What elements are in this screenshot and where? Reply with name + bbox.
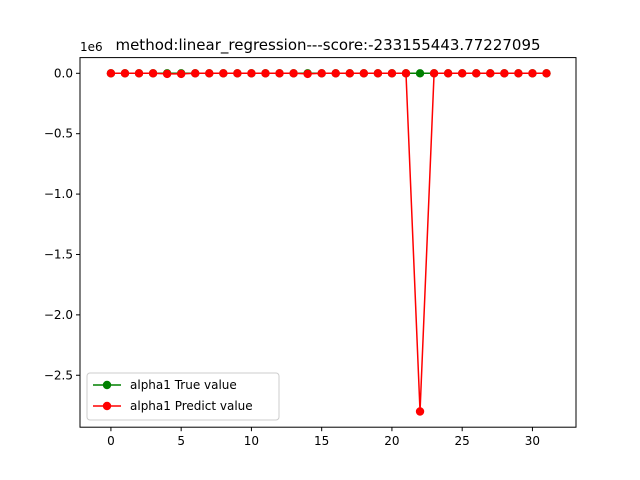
x-tick-label: 20 bbox=[384, 434, 399, 448]
data-point bbox=[472, 69, 481, 78]
series-line bbox=[110, 72, 547, 412]
y-tick-label: −2.5 bbox=[44, 368, 73, 382]
data-point bbox=[331, 69, 340, 78]
data-point bbox=[247, 69, 256, 78]
y-tick-label: −1.5 bbox=[44, 247, 73, 261]
legend-label: alpha1 True value bbox=[130, 378, 237, 392]
data-point bbox=[106, 69, 116, 78]
legend-box bbox=[86, 372, 280, 421]
x-tick-label: 10 bbox=[244, 434, 259, 448]
data-point bbox=[359, 69, 369, 78]
x-tick-label: 30 bbox=[525, 434, 540, 448]
data-point bbox=[261, 69, 270, 78]
data-point bbox=[401, 69, 411, 78]
data-point bbox=[528, 69, 537, 78]
data-point bbox=[148, 69, 158, 78]
data-point bbox=[457, 69, 467, 78]
data-point bbox=[500, 69, 509, 78]
data-point bbox=[191, 69, 200, 78]
data-point bbox=[345, 69, 354, 78]
data-point bbox=[542, 69, 551, 78]
data-point bbox=[289, 69, 298, 78]
series-predict-value bbox=[106, 69, 551, 416]
data-point bbox=[317, 69, 326, 78]
data-point bbox=[486, 69, 495, 78]
data-point bbox=[205, 69, 214, 78]
y-tick-label: −2.0 bbox=[44, 308, 73, 322]
x-tick-label: 15 bbox=[314, 434, 329, 448]
x-axis-ticks: 0 5 10 15 20 25 30 bbox=[107, 427, 540, 448]
legend-entry: alpha1 True value bbox=[93, 378, 237, 392]
data-point bbox=[429, 69, 439, 78]
data-point bbox=[415, 407, 425, 416]
y-tick-label: −1.0 bbox=[44, 187, 73, 201]
y-axis-ticks: 0.0 −0.5 −1.0 −1.5 −2.0 −2.5 bbox=[44, 66, 80, 382]
legend-label: alpha1 Predict value bbox=[130, 399, 253, 413]
data-point bbox=[514, 69, 523, 78]
data-point bbox=[443, 69, 453, 78]
data-point bbox=[162, 69, 172, 79]
data-point bbox=[233, 69, 242, 78]
y-tick-label: 0.0 bbox=[54, 66, 73, 80]
data-point bbox=[387, 69, 397, 78]
data-point bbox=[120, 69, 130, 78]
legend-swatch-marker bbox=[102, 401, 112, 411]
legend-swatch-marker bbox=[102, 380, 112, 390]
data-point bbox=[415, 69, 425, 78]
x-tick-label: 0 bbox=[107, 434, 115, 448]
y-tick-label: −0.5 bbox=[44, 127, 73, 141]
data-point bbox=[219, 69, 228, 78]
data-point bbox=[303, 69, 312, 79]
data-point bbox=[373, 69, 383, 78]
x-tick-label: 5 bbox=[177, 434, 185, 448]
legend-entry: alpha1 Predict value bbox=[93, 399, 253, 413]
chart-title: method:linear_regression---score:-233155… bbox=[115, 36, 540, 55]
data-point bbox=[134, 69, 144, 78]
plot-series bbox=[106, 69, 551, 416]
x-tick-label: 25 bbox=[455, 434, 470, 448]
y-axis-offset-label: 1e6 bbox=[80, 40, 103, 54]
data-point bbox=[275, 69, 284, 78]
plot-frame bbox=[79, 57, 577, 428]
data-point bbox=[176, 69, 186, 79]
legend: alpha1 True value alpha1 Predict value bbox=[86, 372, 280, 421]
